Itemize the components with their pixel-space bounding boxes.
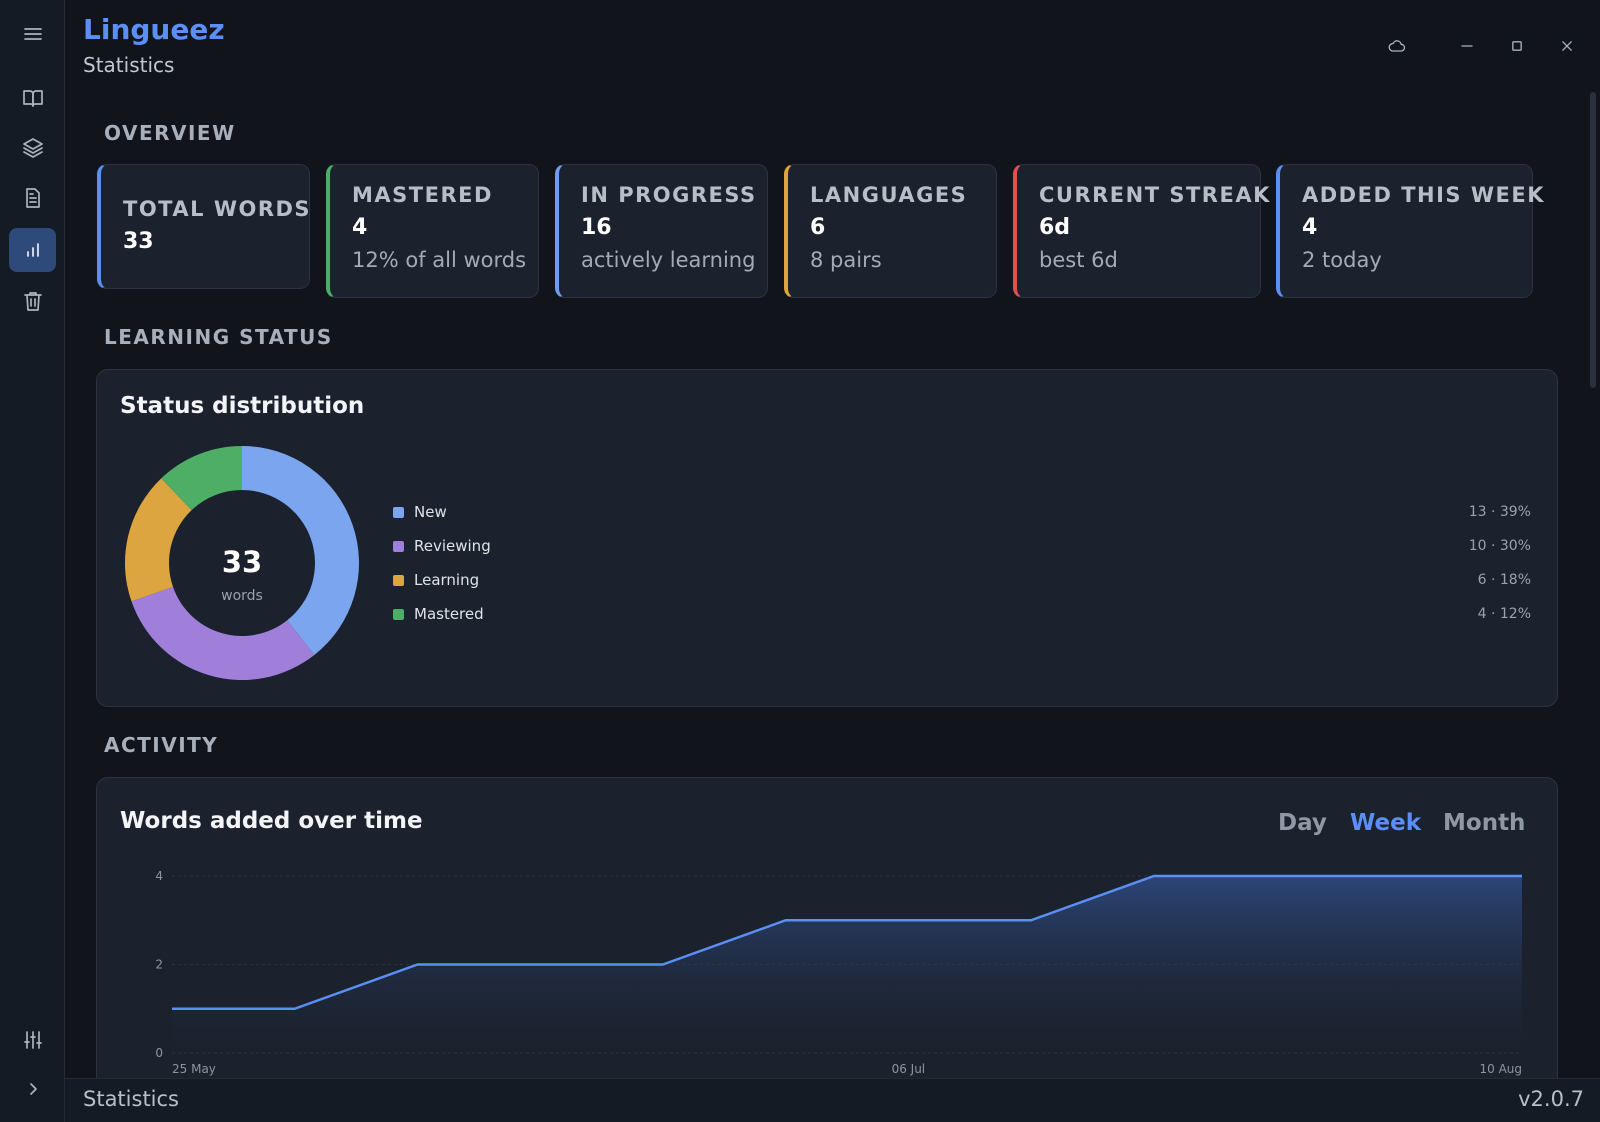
legend-value: 6 · 18% [1477, 572, 1531, 588]
donut-center-label: words [221, 588, 263, 604]
expand-sidebar-button[interactable] [9, 1067, 56, 1111]
sidebar [0, 0, 65, 1122]
app-version: v2.0.7 [1518, 1087, 1584, 1111]
panel-title: Status distribution [120, 393, 365, 419]
legend-swatch [393, 574, 404, 586]
sidebar-item-trash[interactable] [9, 279, 56, 323]
words-added-area-chart: 0 2 4 25 May 06 Jul 10 Aug [155, 869, 1522, 1076]
stat-card-subtext: 8 pairs [810, 248, 882, 272]
stat-card-subtext: 12% of all words [352, 248, 527, 272]
sync-button[interactable] [1383, 32, 1411, 60]
stat-card-added-this-week: ADDED THIS WEEK 4 2 today [1276, 164, 1545, 298]
stat-card-value: 4 [352, 215, 368, 240]
sidebar-item-documents[interactable] [9, 176, 56, 220]
trash-icon [23, 292, 42, 311]
menu-button[interactable] [9, 12, 56, 56]
legend-value: 10 · 30% [1468, 538, 1531, 554]
stat-card-label: TOTAL WORDS [123, 197, 312, 221]
page-title: Statistics [83, 53, 175, 77]
minimize-button[interactable] [1453, 32, 1481, 60]
minimize-icon [1461, 45, 1473, 47]
legend-swatch [393, 540, 404, 552]
legend-label: Reviewing [414, 537, 491, 555]
tab-month[interactable]: Month [1443, 810, 1526, 836]
sidebar-item-library[interactable] [9, 76, 56, 120]
close-icon [1562, 41, 1572, 51]
legend-label: New [414, 503, 447, 521]
legend-item-reviewing: Reviewing 10 · 30% [393, 536, 1531, 556]
document-icon [25, 188, 40, 208]
stat-card-subtext: actively learning [581, 248, 756, 272]
chart-icon [26, 243, 39, 257]
series-line [172, 874, 1522, 1010]
menu-icon [23, 28, 42, 40]
legend-item-learning: Learning 6 · 18% [393, 570, 1531, 590]
status-bar-page: Statistics [83, 1087, 179, 1111]
donut-slice-new [242, 446, 360, 655]
close-button[interactable] [1553, 32, 1581, 60]
x-tick-label: 06 Jul [892, 1062, 926, 1076]
legend-label: Mastered [414, 605, 484, 623]
sidebar-item-settings[interactable] [9, 1018, 56, 1062]
book-icon [22, 90, 43, 107]
section-title-learning-status: LEARNING STATUS [104, 325, 333, 349]
donut-slice-reviewing [131, 586, 315, 680]
stat-card-current-streak: CURRENT STREAK 6d best 6d [1013, 164, 1271, 298]
stat-card-label: IN PROGRESS [581, 183, 757, 207]
stat-card-value: 6 [810, 215, 826, 240]
legend-value: 13 · 39% [1468, 504, 1531, 520]
x-tick-label: 10 Aug [1479, 1062, 1522, 1076]
scrollbar-thumb[interactable] [1590, 92, 1596, 388]
y-tick-label: 0 [155, 1046, 163, 1060]
stat-card-subtext: best 6d [1039, 248, 1118, 272]
maximize-button[interactable] [1503, 32, 1531, 60]
tab-week[interactable]: Week [1350, 810, 1422, 836]
panel-title: Words added over time [120, 808, 423, 834]
stat-card-label: MASTERED [352, 183, 493, 207]
stat-card-in-progress: IN PROGRESS 16 actively learning [555, 164, 768, 298]
stat-card-label: LANGUAGES [810, 183, 968, 207]
legend-label: Learning [414, 571, 480, 589]
stat-card-languages: LANGUAGES 6 8 pairs [784, 164, 997, 298]
app-title: Lingueez [83, 13, 225, 46]
y-tick-label: 4 [155, 869, 163, 883]
legend-item-new: New 13 · 39% [393, 502, 1531, 522]
stat-card-value: 4 [1302, 215, 1318, 240]
tab-day[interactable]: Day [1278, 810, 1327, 836]
stat-card-value: 16 [581, 215, 612, 240]
stat-card-label: CURRENT STREAK [1039, 183, 1271, 207]
area-fill [172, 876, 1522, 1053]
sidebar-item-decks[interactable] [9, 126, 56, 170]
sidebar-item-statistics[interactable] [9, 228, 56, 272]
sliders-icon [23, 1031, 42, 1049]
cloud-icon [1388, 40, 1406, 52]
legend-swatch [393, 506, 404, 518]
section-title-overview: OVERVIEW [104, 121, 236, 145]
stat-card-value: 33 [123, 229, 154, 254]
stat-card-value: 6d [1039, 215, 1071, 240]
donut-center-value: 33 [222, 545, 262, 579]
donut-slice-learning [125, 478, 192, 602]
layers-icon [22, 138, 43, 158]
status-bar: Statistics v2.0.7 [65, 1078, 1600, 1122]
legend-item-mastered: Mastered 4 · 12% [393, 604, 1531, 624]
stat-card-mastered: MASTERED 4 12% of all words [326, 164, 539, 298]
status-donut-chart: 33 words [125, 446, 360, 680]
stat-card-total-words: TOTAL WORDS 33 [97, 164, 310, 289]
status-distribution-panel: Status distribution 33 words New 13 · 39… [96, 369, 1558, 707]
maximize-icon [1512, 41, 1522, 51]
chevron-right-icon [29, 1083, 37, 1095]
stat-card-label: ADDED THIS WEEK [1302, 183, 1545, 207]
activity-panel: Words added over time Day Week Month 0 2 4… [96, 777, 1558, 1087]
stat-card-subtext: 2 today [1302, 248, 1382, 272]
section-title-activity: ACTIVITY [104, 733, 219, 757]
y-tick-label: 2 [155, 958, 163, 972]
legend-swatch [393, 608, 404, 620]
x-tick-label: 25 May [172, 1062, 216, 1076]
legend-value: 4 · 12% [1477, 606, 1531, 622]
donut-slice-mastered [161, 446, 242, 511]
